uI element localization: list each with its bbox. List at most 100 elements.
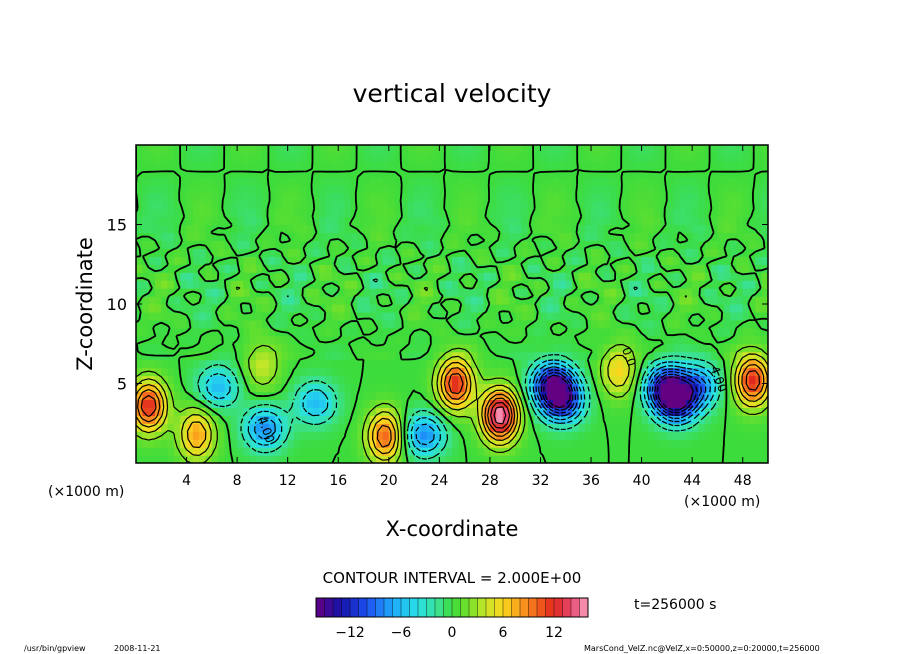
field-cell: [717, 192, 725, 202]
field-cell: [502, 423, 510, 432]
field-cell: [502, 431, 510, 440]
field-cell: [761, 311, 768, 321]
field-cell: [540, 359, 548, 369]
field-cell: [572, 216, 579, 226]
field-cell: [717, 407, 725, 416]
field-cell: [591, 168, 598, 178]
field-cell: [275, 160, 282, 170]
field-cell: [742, 240, 750, 249]
field-cell: [666, 200, 674, 210]
field-cell: [268, 152, 276, 162]
field-cell: [180, 280, 188, 289]
field-cell: [281, 248, 289, 257]
field-cell: [723, 264, 731, 273]
field-cell: [572, 200, 579, 210]
field-cell: [464, 327, 472, 337]
field-cell: [294, 288, 301, 297]
field-cell: [426, 431, 434, 440]
field-cell: [597, 327, 605, 337]
field-cell: [382, 280, 390, 289]
field-cell: [527, 383, 535, 393]
field-cell: [647, 168, 655, 178]
field-cell: [502, 232, 510, 241]
field-cell: [300, 304, 308, 313]
field-cell: [319, 184, 327, 194]
field-cell: [591, 319, 598, 329]
field-cell: [414, 184, 421, 194]
field-cell: [433, 184, 440, 194]
field-cell: [154, 264, 162, 273]
field-cell: [521, 272, 529, 281]
field-cell: [622, 415, 630, 424]
field-cell: [673, 359, 681, 369]
field-cell: [205, 319, 213, 329]
field-cell: [275, 375, 282, 385]
field-cell: [173, 375, 181, 385]
field-cell: [445, 423, 453, 432]
field-cell: [382, 184, 390, 194]
field-cell: [173, 240, 181, 249]
field-cell: [470, 216, 478, 226]
field-cell: [357, 264, 365, 273]
field-cell: [433, 192, 440, 202]
field-cell: [660, 455, 668, 463]
field-cell: [357, 351, 365, 361]
field-cell: [382, 455, 390, 463]
field-cell: [369, 152, 377, 162]
field-cell: [218, 272, 226, 281]
field-cell: [192, 431, 200, 440]
field-cell: [445, 176, 453, 186]
field-cell: [597, 152, 605, 162]
field-cell: [755, 152, 763, 162]
field-cell: [395, 367, 403, 377]
field-cell: [704, 192, 712, 202]
field-cell: [300, 192, 308, 202]
field-cell: [597, 311, 605, 321]
field-cell: [521, 407, 529, 416]
field-cell: [723, 168, 731, 178]
field-cell: [553, 224, 561, 234]
field-cell: [136, 383, 143, 393]
field-cell: [382, 224, 390, 234]
field-cell: [401, 208, 409, 218]
field-cell: [452, 176, 459, 186]
field-cell: [749, 367, 756, 377]
field-cell: [205, 304, 213, 313]
field-cell: [344, 160, 352, 170]
field-cell: [553, 272, 561, 281]
field-cell: [483, 383, 491, 393]
field-cell: [331, 272, 339, 281]
field-cell: [622, 208, 630, 218]
field-cell: [344, 455, 352, 463]
field-cell: [275, 224, 282, 234]
field-cell: [357, 415, 365, 424]
field-cell: [230, 447, 238, 456]
field-cell: [414, 335, 421, 345]
contour-negative: [254, 362, 712, 446]
field-cell: [167, 184, 175, 194]
field-cell: [167, 272, 175, 281]
field-cell: [477, 224, 485, 234]
field-cell: [325, 399, 333, 408]
field-cell: [610, 439, 617, 448]
field-cell: [433, 311, 440, 321]
field-cell: [268, 359, 276, 369]
field-cell: [167, 431, 175, 440]
field-cell: [717, 311, 725, 321]
field-cell: [148, 152, 156, 162]
field-cell: [287, 184, 295, 194]
field-cell: [161, 359, 169, 369]
field-cell: [685, 351, 693, 361]
field-cell: [426, 200, 434, 210]
field-cell: [521, 264, 529, 273]
field-cell: [711, 192, 719, 202]
field-cell: [382, 311, 390, 321]
field-cell: [616, 335, 624, 345]
field-cell: [584, 439, 592, 448]
field-cell: [319, 280, 327, 289]
field-cell: [148, 407, 156, 416]
field-cell: [161, 264, 169, 273]
field-cell: [635, 407, 643, 416]
field-cell: [439, 280, 447, 289]
field-cell: [407, 200, 415, 210]
